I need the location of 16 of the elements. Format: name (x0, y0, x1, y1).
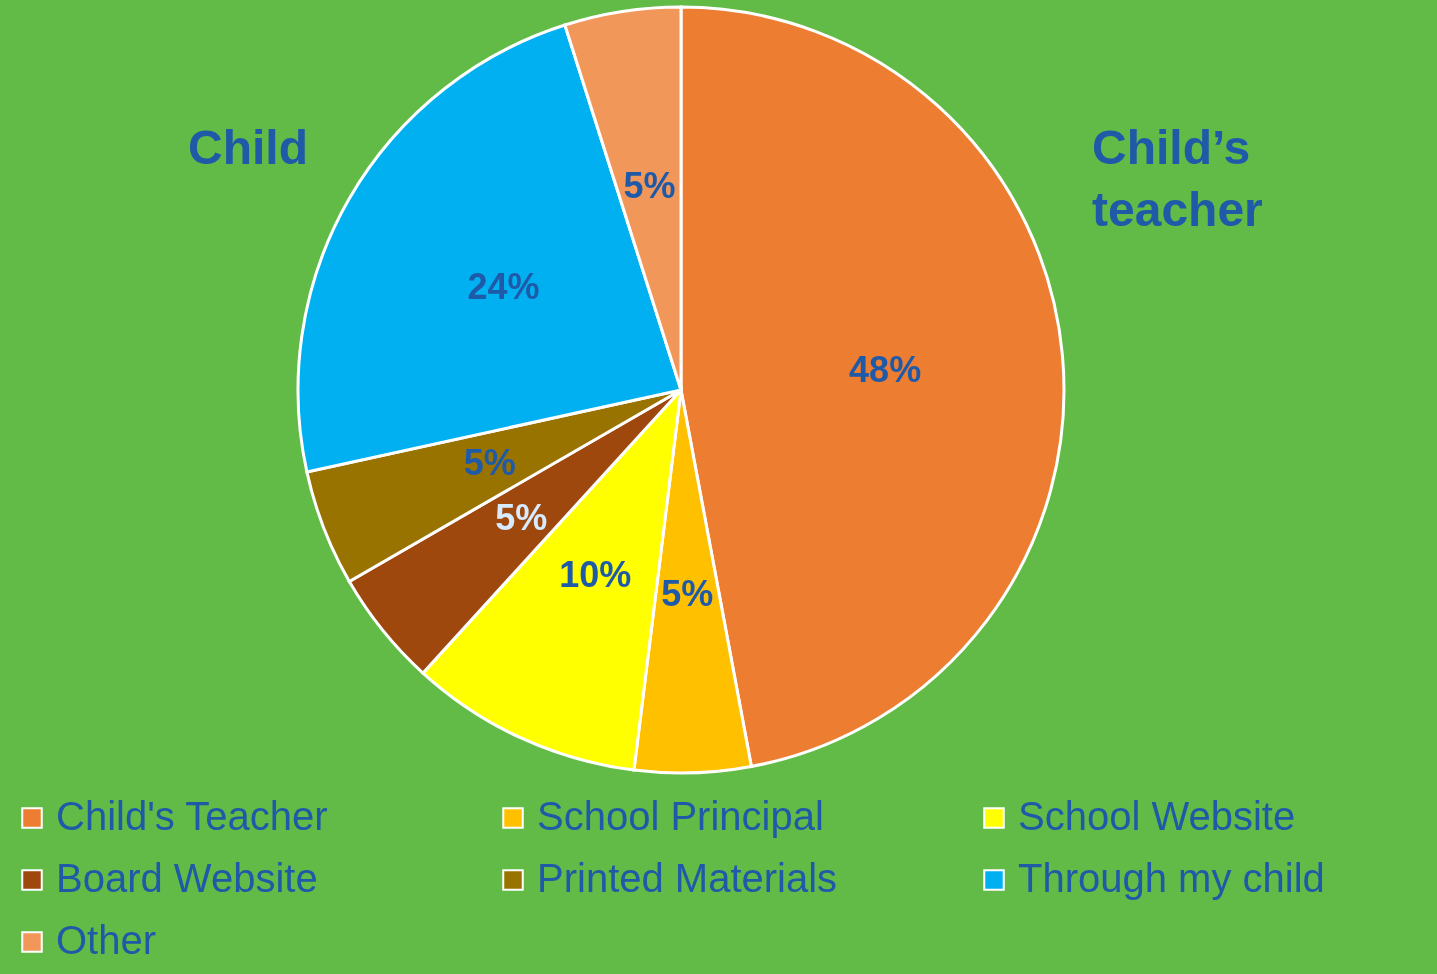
data-label: 24% (467, 265, 540, 307)
data-label: 5% (623, 165, 676, 207)
text: Child (188, 121, 308, 174)
legend-label: Through my child (1018, 856, 1325, 900)
text: Child’s teacher (1092, 121, 1263, 236)
data-label: 48% (849, 349, 922, 391)
legend-label: Board Website (56, 856, 318, 900)
data-label: 10% (559, 554, 632, 596)
data-label: 5% (661, 572, 714, 614)
legend-label: School Principal (537, 794, 824, 838)
data-label: 5% (463, 442, 516, 484)
legend-label: Child's Teacher (56, 794, 328, 838)
legend-label: Other (56, 918, 157, 962)
legend-label: Printed Materials (537, 856, 838, 900)
legend-label: School Website (1018, 794, 1296, 838)
data-label: 5% (495, 496, 548, 538)
